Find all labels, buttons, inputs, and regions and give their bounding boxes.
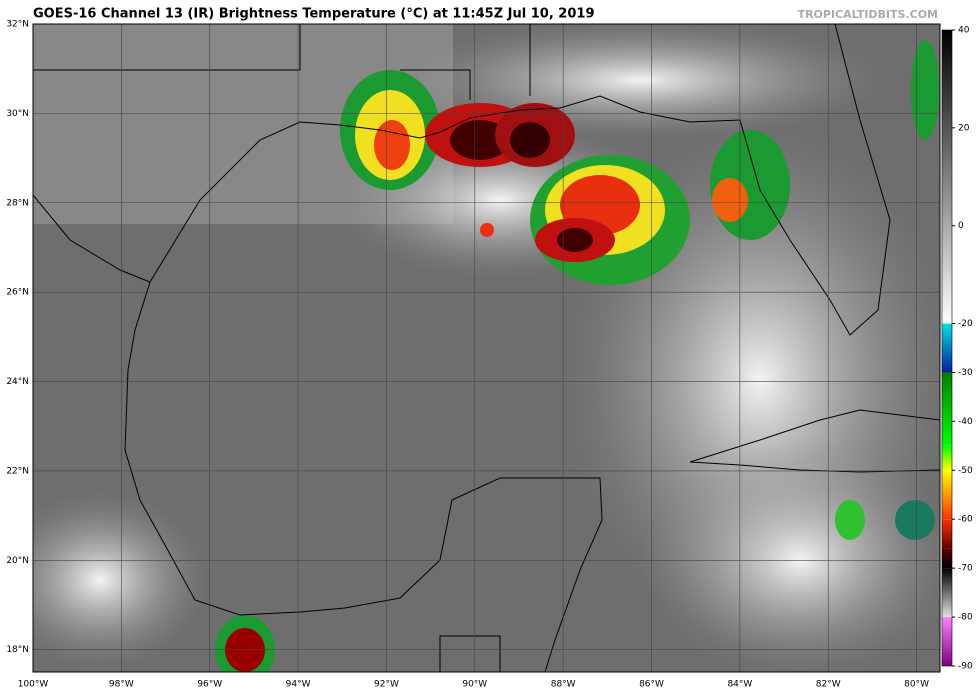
lon-label: 94°W bbox=[286, 680, 311, 690]
lat-label: 32°N bbox=[6, 20, 29, 30]
colorbar-label: -50 bbox=[958, 466, 973, 476]
lat-label: 26°N bbox=[6, 288, 29, 298]
colorbar-label: -30 bbox=[958, 368, 973, 378]
colorbar-segment bbox=[942, 372, 952, 446]
colorbar-label: 0 bbox=[958, 221, 964, 231]
colorbar: 40 20 0 -20 -30 -40 -50 -60 -70 -80 -90 bbox=[941, 26, 973, 672]
colorbar-label: -20 bbox=[958, 319, 973, 329]
title: GOES-16 Channel 13 (IR) Brightness Tempe… bbox=[33, 7, 595, 22]
colorbar-label: -40 bbox=[958, 417, 973, 427]
lon-label: 96°W bbox=[197, 680, 222, 690]
colorbar-segment bbox=[942, 617, 952, 666]
colorbar-segment bbox=[942, 548, 952, 569]
lat-label: 24°N bbox=[6, 377, 29, 387]
colorbar-segment bbox=[942, 323, 952, 373]
lon-label: 92°W bbox=[374, 680, 399, 690]
colorbar-label: -70 bbox=[958, 564, 973, 574]
colorbar-label: 20 bbox=[958, 123, 970, 133]
lon-label: 88°W bbox=[551, 680, 576, 690]
lon-label: 98°W bbox=[109, 680, 134, 690]
credit: TROPICALTIDBITS.COM bbox=[798, 8, 938, 21]
colorbar-label: -90 bbox=[958, 662, 973, 672]
colorbar-label: 40 bbox=[958, 26, 970, 36]
colorbar-segment bbox=[942, 30, 952, 324]
lat-label: 28°N bbox=[6, 198, 29, 208]
lon-label: 84°W bbox=[727, 680, 752, 690]
lat-label: 18°N bbox=[6, 645, 29, 655]
graticule: 100°W 98°W 96°W 94°W 92°W 90°W 88°W 86°W 84°W 82°… bbox=[6, 20, 940, 690]
colorbar-segment bbox=[942, 568, 952, 618]
lon-label: 86°W bbox=[639, 680, 664, 690]
colorbar-segment bbox=[942, 445, 952, 471]
colorbar-label: -80 bbox=[958, 613, 973, 623]
colorbar-segment bbox=[942, 519, 952, 549]
lat-label: 30°N bbox=[6, 109, 29, 119]
lat-label: 22°N bbox=[6, 466, 29, 476]
satellite-image bbox=[33, 24, 940, 672]
colorbar-frame bbox=[941, 29, 953, 667]
lon-label: 100°W bbox=[18, 680, 49, 690]
map-frame bbox=[32, 23, 941, 673]
lat-label: 20°N bbox=[6, 556, 29, 566]
lon-label: 82°W bbox=[816, 680, 841, 690]
lon-label: 80°W bbox=[904, 680, 929, 690]
colorbar-segment bbox=[942, 470, 952, 520]
lon-label: 90°W bbox=[462, 680, 487, 690]
colorbar-label: -60 bbox=[958, 515, 973, 525]
